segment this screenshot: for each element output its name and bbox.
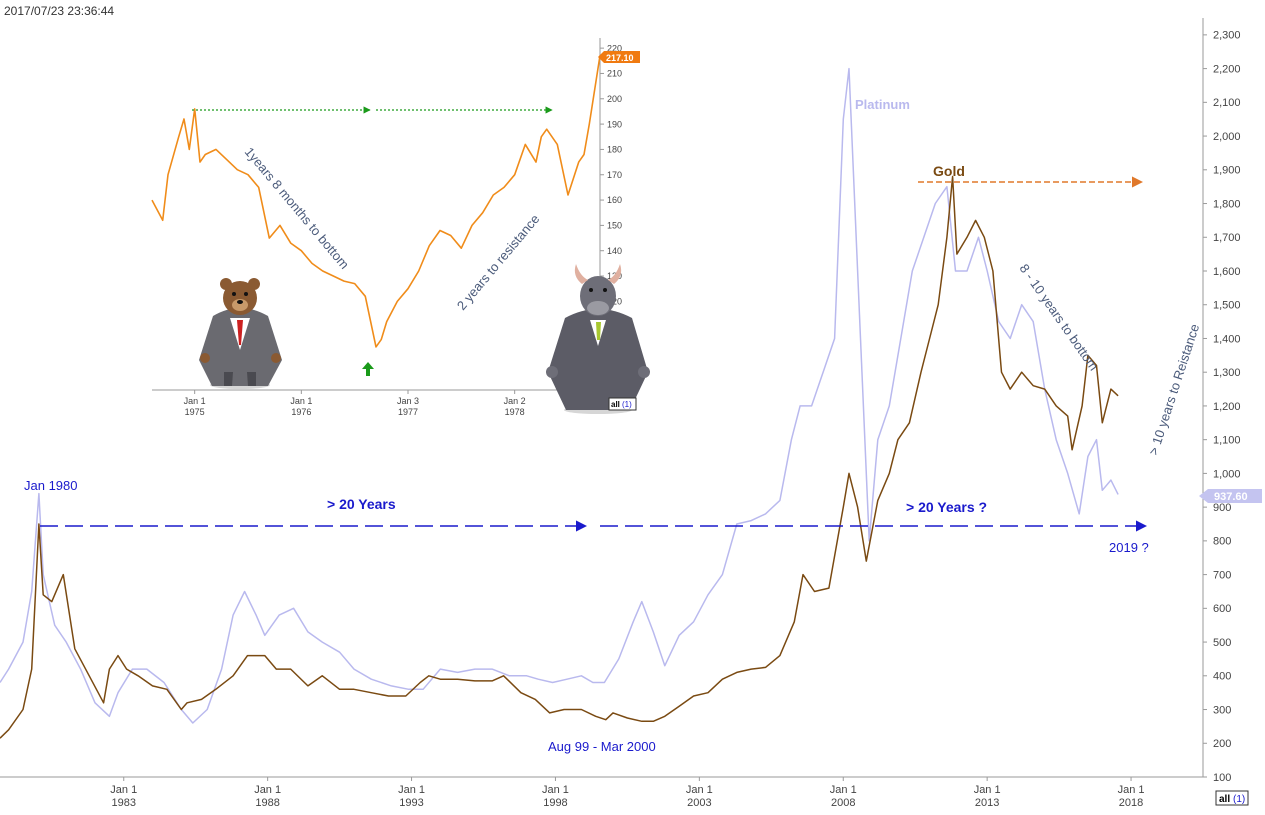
last-value-tag: 937.60 xyxy=(1199,489,1262,503)
timestamp: 2017/07/23 23:36:44 xyxy=(4,4,114,18)
annotation-10-years-resistance: > 10 years to Reistance xyxy=(1146,322,1203,457)
y-tick-label: 180 xyxy=(607,145,622,155)
x-tick-label: 1998 xyxy=(543,797,567,809)
inset-all-button-count: (1) xyxy=(622,400,632,409)
y-tick-label: 1,800 xyxy=(1213,198,1241,210)
series-line-gold xyxy=(0,175,1119,739)
y-tick-label: 2,300 xyxy=(1213,30,1241,42)
y-tick-label: 400 xyxy=(1213,671,1231,683)
all-button-count: (1) xyxy=(1233,794,1245,805)
main-series xyxy=(0,67,1119,739)
y-tick-label: 160 xyxy=(607,195,622,205)
series-line-platinum xyxy=(0,67,1119,724)
inset-last-value-tag: 217.10 xyxy=(598,51,640,63)
y-tick-label: 2,000 xyxy=(1213,131,1241,143)
inset-last-value-label: 217.10 xyxy=(606,53,634,63)
y-tick-label: 2,100 xyxy=(1213,97,1241,109)
annotation-20-years: > 20 Years xyxy=(327,496,396,512)
y-tick-label: 220 xyxy=(607,43,622,53)
x-tick-label: 1978 xyxy=(505,407,525,417)
x-tick-label: 2013 xyxy=(975,797,999,809)
x-tick-label: 2018 xyxy=(1119,797,1143,809)
annotation-platinum: Platinum xyxy=(855,97,910,112)
inset-series xyxy=(151,55,601,348)
annotation-20-years-question: > 20 Years ? xyxy=(906,499,987,515)
y-tick-label: 1,400 xyxy=(1213,333,1241,345)
annotation-2019: 2019 ? xyxy=(1109,540,1149,555)
y-tick-label: 1,200 xyxy=(1213,401,1241,413)
last-value-label: 937.60 xyxy=(1214,491,1248,503)
x-tick-label: Jan 1 xyxy=(184,396,206,406)
inset-chart: 2202102001901801701601501401301201101009… xyxy=(150,36,650,430)
all-button-label: all xyxy=(1219,794,1230,805)
main-y-ticks: 2,300 2,200 2,100 2,000 1,900 1,800 1,700 1,600… xyxy=(1203,30,1241,784)
x-tick-label: 1983 xyxy=(112,797,136,809)
x-tick-label: Jan 1 xyxy=(1118,784,1145,796)
x-tick-label: Jan 1 xyxy=(110,784,137,796)
x-tick-label: Jan 2 xyxy=(504,396,526,406)
y-tick-label: 100 xyxy=(1213,772,1231,784)
y-tick-label: 2,200 xyxy=(1213,63,1241,75)
y-tick-label: 500 xyxy=(1213,637,1231,649)
inset-all-range-button[interactable]: all (1) xyxy=(608,397,637,411)
x-tick-label: Jan 1 xyxy=(830,784,857,796)
x-tick-label: Jan 1 xyxy=(290,396,312,406)
annotation-8-10-years: 8 - 10 years to bottom xyxy=(1017,261,1102,373)
y-tick-label: 700 xyxy=(1213,569,1231,581)
y-tick-label: 600 xyxy=(1213,603,1231,615)
inset-all-button-label: all xyxy=(611,400,620,409)
x-tick-label: 1977 xyxy=(398,407,418,417)
x-tick-label: 1988 xyxy=(255,797,279,809)
y-tick-label: 140 xyxy=(607,246,622,256)
y-tick-label: 190 xyxy=(607,119,622,129)
x-tick-label: Jan 1 xyxy=(254,784,281,796)
series-line-price xyxy=(151,55,601,348)
green-up-arrow-icon xyxy=(362,362,374,376)
y-tick-label: 1,000 xyxy=(1213,468,1241,480)
x-tick-label: Jan 3 xyxy=(397,396,419,406)
x-tick-label: Jan 1 xyxy=(398,784,425,796)
bull-illustration xyxy=(546,264,650,414)
x-tick-label: 1976 xyxy=(291,407,311,417)
x-tick-label: 1993 xyxy=(399,797,423,809)
x-tick-label: 1975 xyxy=(185,407,205,417)
annotation-jan-1980: Jan 1980 xyxy=(24,478,78,493)
x-tick-label: Jan 1 xyxy=(686,784,713,796)
x-tick-label: Jan 1 xyxy=(542,784,569,796)
y-tick-label: 1,700 xyxy=(1213,232,1241,244)
y-tick-label: 1,300 xyxy=(1213,367,1241,379)
annotation-aug99-mar2000: Aug 99 - Mar 2000 xyxy=(548,739,656,754)
y-tick-label: 200 xyxy=(607,94,622,104)
y-tick-label: 1,900 xyxy=(1213,165,1241,177)
y-tick-label: 300 xyxy=(1213,704,1231,716)
y-tick-label: 1,100 xyxy=(1213,435,1241,447)
y-tick-label: 900 xyxy=(1213,502,1231,514)
y-tick-label: 1,500 xyxy=(1213,300,1241,312)
y-tick-label: 200 xyxy=(1213,738,1231,750)
all-range-button[interactable]: all (1) xyxy=(1215,790,1249,806)
annotation-gold: Gold xyxy=(933,163,965,179)
y-tick-label: 1,600 xyxy=(1213,266,1241,278)
y-tick-label: 800 xyxy=(1213,536,1231,548)
x-tick-label: 2003 xyxy=(687,797,711,809)
y-tick-label: 210 xyxy=(607,69,622,79)
y-tick-label: 150 xyxy=(607,221,622,231)
x-tick-label: Jan 1 xyxy=(974,784,1001,796)
y-tick-label: 170 xyxy=(607,170,622,180)
bear-illustration xyxy=(199,278,282,389)
x-tick-label: 2008 xyxy=(831,797,855,809)
